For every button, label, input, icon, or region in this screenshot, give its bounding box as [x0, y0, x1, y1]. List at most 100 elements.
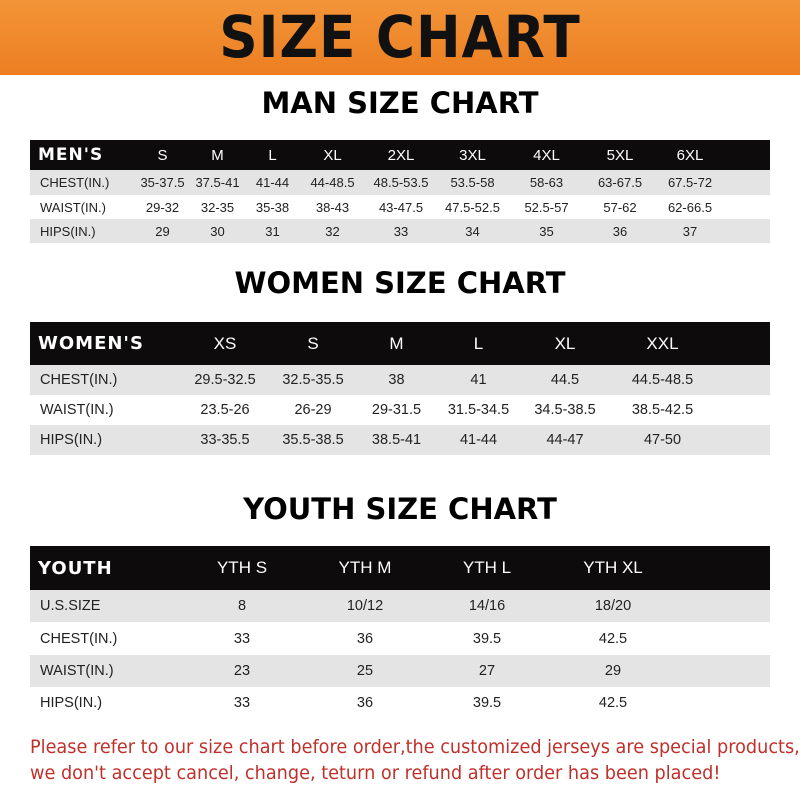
filler-cell	[678, 546, 770, 590]
table-cell: 27	[426, 655, 548, 687]
women-heading: WOMEN SIZE CHART	[234, 266, 566, 300]
table-row: CHEST(IN.) 35-37.5 37.5-41 41-44 44-48.5 48.5…	[30, 170, 770, 195]
filler-cell	[725, 170, 770, 195]
table-row: WAIST(IN.) 29-32 32-35 35-38 38-43 43-47.5 47.…	[30, 195, 770, 219]
table-row: WAIST(IN.) 23.5-26 26-29 29-31.5 31.5-34.5 34…	[30, 395, 770, 425]
table-cell: 23	[180, 655, 304, 687]
table-cell: 41	[437, 365, 520, 395]
table-cell: 32.5-35.5	[270, 365, 356, 395]
table-cell: YTH XL	[548, 546, 678, 590]
table-cell: 30	[190, 219, 245, 243]
table-cell: 23.5-26	[180, 395, 270, 425]
table-cell: M	[356, 322, 437, 365]
table-cell: S	[270, 322, 356, 365]
table-cell: S	[135, 140, 190, 170]
filler-cell	[715, 395, 770, 425]
page-title: SIZE CHART	[219, 3, 581, 71]
table-row: HIPS(IN.) 29 30 31 32 33 34 35 36 37	[30, 219, 770, 243]
table-cell: 37.5-41	[190, 170, 245, 195]
table-cell: 42.5	[548, 622, 678, 655]
notice-line: we don't accept cancel, change, teturn o…	[30, 762, 721, 784]
table-cell: 41-44	[245, 170, 300, 195]
table-cell: 48.5-53.5	[365, 170, 437, 195]
table-cell: 8	[180, 590, 304, 622]
table-row: U.S.SIZE 8 10/12 14/16 18/20	[30, 590, 770, 622]
order-notice: Please refer to our size chart before or…	[30, 734, 800, 786]
table-cell: 41-44	[437, 425, 520, 455]
table-cell: 29-32	[135, 195, 190, 219]
filler-cell	[725, 219, 770, 243]
table-cell: 67.5-72	[655, 170, 725, 195]
filler-cell	[725, 140, 770, 170]
table-cell: 57-62	[585, 195, 655, 219]
men-size-table: MEN'S S M L XL 2XL 3XL 4XL 5XL 6XL CHEST(IN.) 35-37…	[30, 140, 770, 243]
table-cell: 47-50	[610, 425, 715, 455]
table-cell: L	[437, 322, 520, 365]
table-cell: 34	[437, 219, 508, 243]
table-cell: 29.5-32.5	[180, 365, 270, 395]
table-cell: 63-67.5	[585, 170, 655, 195]
row-label: CHEST(IN.)	[30, 170, 135, 195]
table-cell: 29	[135, 219, 190, 243]
header-row: MEN'S S M L XL 2XL 3XL 4XL 5XL 6XL	[30, 140, 770, 170]
table-cell: 42.5	[548, 687, 678, 718]
table-cell: 18/20	[548, 590, 678, 622]
table-cell: 44.5	[520, 365, 610, 395]
table-cell: 44-47	[520, 425, 610, 455]
table-cell: XXL	[610, 322, 715, 365]
table-row: HIPS(IN.) 33 36 39.5 42.5	[30, 687, 770, 718]
youth-size-table: YOUTH YTH S YTH M YTH L YTH XL U.S.SIZE 8 10/12…	[30, 546, 770, 718]
table-cell: 35-38	[245, 195, 300, 219]
table-cell: 36	[304, 622, 426, 655]
table-cell: 33	[365, 219, 437, 243]
table-cell: 52.5-57	[508, 195, 585, 219]
table-cell: 4XL	[508, 140, 585, 170]
table-row: WAIST(IN.) 23 25 27 29	[30, 655, 770, 687]
row-label: HIPS(IN.)	[30, 425, 180, 455]
table-cell: 35-37.5	[135, 170, 190, 195]
youth-heading: YOUTH SIZE CHART	[243, 492, 557, 526]
table-cell: 3XL	[437, 140, 508, 170]
table-cell: 38.5-42.5	[610, 395, 715, 425]
table-cell: 53.5-58	[437, 170, 508, 195]
filler-cell	[678, 590, 770, 622]
table-row: HIPS(IN.) 33-35.5 35.5-38.5 38.5-41 41-44 44-…	[30, 425, 770, 455]
table-cell: YTH M	[304, 546, 426, 590]
row-label: WOMEN'S	[30, 322, 180, 365]
table-cell: 39.5	[426, 622, 548, 655]
table-cell: 31	[245, 219, 300, 243]
header-row: YOUTH YTH S YTH M YTH L YTH XL	[30, 546, 770, 590]
row-label: YOUTH	[30, 546, 180, 590]
women-size-table: WOMEN'S XS S M L XL XXL CHEST(IN.) 29.5-32.5 32.5…	[30, 322, 770, 455]
table-cell: 31.5-34.5	[437, 395, 520, 425]
table-cell: 35.5-38.5	[270, 425, 356, 455]
filler-cell	[725, 195, 770, 219]
row-label: HIPS(IN.)	[30, 687, 180, 718]
row-label: MEN'S	[30, 140, 135, 170]
table-cell: 6XL	[655, 140, 725, 170]
table-cell: 39.5	[426, 687, 548, 718]
table-cell: 58-63	[508, 170, 585, 195]
table-cell: 62-66.5	[655, 195, 725, 219]
filler-cell	[678, 687, 770, 718]
table-cell: 14/16	[426, 590, 548, 622]
row-label: CHEST(IN.)	[30, 622, 180, 655]
title-banner: SIZE CHART	[0, 0, 800, 75]
table-cell: 32	[300, 219, 365, 243]
header-row: WOMEN'S XS S M L XL XXL	[30, 322, 770, 365]
table-cell: 36	[304, 687, 426, 718]
table-cell: 25	[304, 655, 426, 687]
table-cell: XL	[520, 322, 610, 365]
table-cell: 43-47.5	[365, 195, 437, 219]
table-cell: 32-35	[190, 195, 245, 219]
filler-cell	[715, 322, 770, 365]
table-cell: 47.5-52.5	[437, 195, 508, 219]
table-cell: 33	[180, 622, 304, 655]
table-row: CHEST(IN.) 33 36 39.5 42.5	[30, 622, 770, 655]
filler-cell	[678, 622, 770, 655]
notice-line: Please refer to our size chart before or…	[30, 736, 800, 758]
table-cell: M	[190, 140, 245, 170]
men-heading: MAN SIZE CHART	[261, 86, 539, 120]
table-cell: 26-29	[270, 395, 356, 425]
filler-cell	[715, 425, 770, 455]
